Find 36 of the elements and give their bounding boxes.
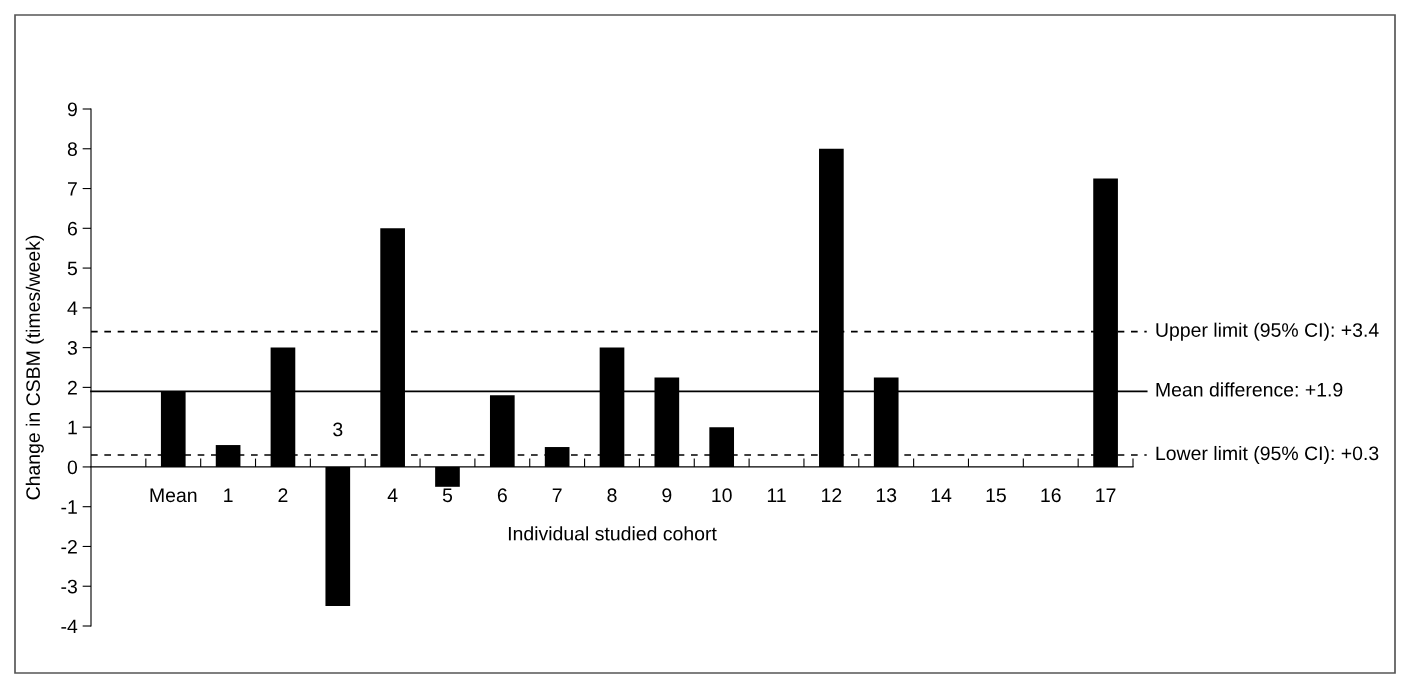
y-tick-label: -1 bbox=[61, 500, 77, 514]
y-tick-label: 0 bbox=[67, 460, 78, 475]
x-tick-label: Mean bbox=[150, 488, 197, 503]
y-tick-label: 6 bbox=[67, 221, 77, 236]
y-tick-label: 3 bbox=[67, 341, 77, 355]
x-tick-label: 6 bbox=[497, 488, 507, 503]
x-tick-label: 4 bbox=[387, 488, 398, 502]
ref-line-label: Mean difference: +1.9 bbox=[1156, 382, 1343, 397]
ref-line-label: Lower limit (95% CI): +0.3 bbox=[1156, 445, 1379, 465]
y-tick-label: -3 bbox=[61, 579, 77, 594]
x-tick-label: 13 bbox=[876, 488, 897, 503]
x-tick-label: 8 bbox=[607, 488, 617, 503]
y-tick-label: -4 bbox=[61, 619, 78, 634]
x-tick-label: 11 bbox=[767, 488, 786, 502]
x-tick-label: 17 bbox=[1096, 488, 1116, 502]
x-axis-title: Individual studied cohort bbox=[508, 526, 717, 541]
ref-line-label: Upper limit (95% CI): +3.4 bbox=[1156, 322, 1379, 341]
x-tick-label: 15 bbox=[986, 488, 1006, 503]
y-tick-label: 5 bbox=[67, 261, 77, 276]
x-tick-label: 5 bbox=[442, 488, 453, 503]
x-tick-label: 16 bbox=[1041, 488, 1061, 503]
y-tick-label: 4 bbox=[67, 301, 78, 315]
x-tick-label: 14 bbox=[931, 488, 952, 502]
x-tick-label: 7 bbox=[552, 488, 562, 502]
y-tick-label: 8 bbox=[67, 142, 77, 157]
y-tick-label: 7 bbox=[67, 182, 77, 196]
x-tick-label: 9 bbox=[662, 488, 672, 503]
y-axis-title: Change in CSBM (times/week) bbox=[25, 235, 44, 500]
y-tick-label: -2 bbox=[61, 539, 77, 554]
x-tick-label: 12 bbox=[822, 488, 842, 502]
y-tick-label: 9 bbox=[67, 102, 77, 117]
y-tick-label: 2 bbox=[67, 380, 77, 395]
x-tick-label: 1 bbox=[224, 488, 233, 502]
x-tick-label: 10 bbox=[712, 488, 732, 503]
x-tick-label: 2 bbox=[278, 488, 288, 502]
y-tick-label: 1 bbox=[68, 420, 77, 435]
